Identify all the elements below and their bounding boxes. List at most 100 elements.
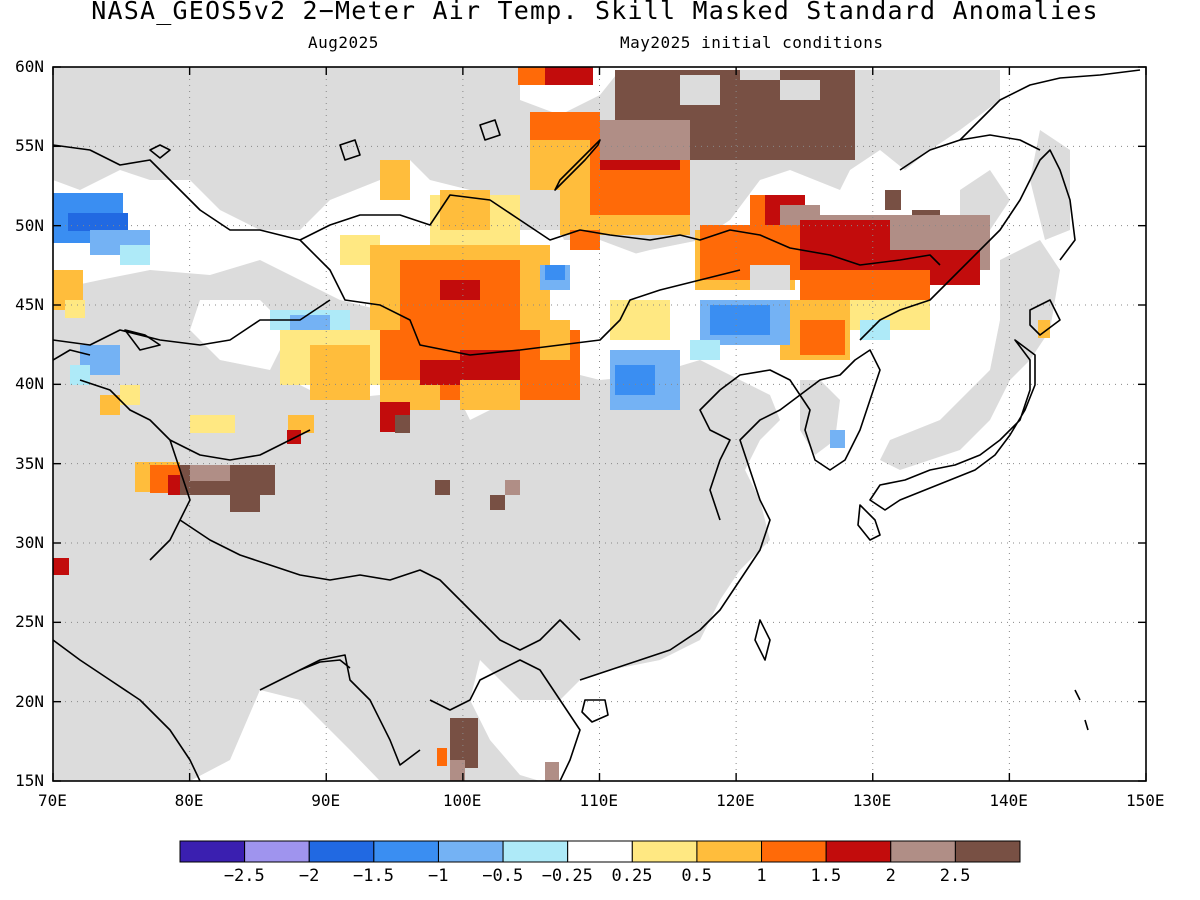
coastline: [869, 339, 1036, 511]
anomaly-cell: [230, 495, 260, 512]
anomaly-cell: [290, 315, 330, 330]
anomaly-cell: [690, 340, 720, 360]
coastline: [339, 139, 361, 161]
anomaly-cell: [190, 415, 235, 433]
coastline: [799, 349, 881, 471]
colorbar-tick-label: 2: [885, 866, 896, 886]
axis-ticks: [52, 66, 1147, 782]
lat-tick-label: 25N: [15, 612, 44, 632]
lon-tick-label: 80E: [174, 791, 204, 810]
anomaly-cell: [680, 75, 720, 105]
lat-tick-label: 30N: [15, 533, 44, 552]
coastline: [53, 639, 201, 781]
colorbar-swatch: [761, 840, 827, 863]
anomaly-cells: [53, 67, 1050, 781]
colorbar-swatch: [437, 840, 504, 863]
anomaly-cell: [450, 718, 478, 768]
border-line: [169, 429, 311, 461]
anomaly-cell: [120, 385, 140, 405]
anomaly-cell: [288, 415, 314, 433]
lat-tick-label: 35N: [15, 453, 44, 473]
neutral-anomaly-region: [190, 300, 290, 370]
anomaly-cell: [505, 480, 520, 495]
map-plot-area: [53, 67, 1146, 781]
coastline: [1074, 689, 1089, 731]
anomaly-cell: [190, 465, 230, 481]
coastline: [299, 659, 351, 671]
coastline: [479, 119, 501, 141]
colorbar-tick-label: 0.5: [681, 866, 713, 886]
anomaly-cell: [540, 320, 570, 360]
colorbar-tick-label: 0.25: [611, 866, 653, 886]
lat-tick-label: 45N: [15, 295, 44, 314]
colorbar-swatch: [373, 840, 439, 863]
anomaly-cell: [780, 80, 820, 100]
anomaly-cell: [600, 120, 690, 160]
figure-title: NASA_GEOS5v2 2−Meter Air Temp. Skill Mas…: [91, 0, 1099, 25]
coastline: [859, 149, 1076, 341]
anomaly-cell: [615, 365, 655, 395]
lon-tick-label: 130E: [852, 791, 892, 810]
masked-land-region: [880, 240, 1060, 470]
anomaly-cell: [830, 430, 845, 448]
colorbar-tick-label: −2.5: [223, 866, 265, 886]
colorbar-tick-label: 2.5: [939, 866, 971, 886]
anomaly-cell: [395, 415, 410, 433]
border-line: [179, 519, 461, 601]
colorbar-swatch: [696, 840, 763, 863]
colorbar-swatch: [567, 840, 633, 863]
anomaly-cell: [420, 360, 460, 385]
masked-land-region: [53, 260, 780, 781]
anomaly-cell: [450, 760, 465, 781]
colorbar-swatch: [631, 840, 698, 863]
initial-conditions: May2025 initial conditions: [620, 33, 884, 52]
colorbar: [179, 840, 1021, 863]
colorbar-swatch: [308, 840, 375, 863]
gridlines: [53, 67, 1146, 781]
anomaly-cell: [545, 762, 559, 781]
anomaly-cell: [460, 350, 520, 385]
lon-tick-label: 70E: [38, 791, 67, 810]
anomaly-cell: [750, 265, 790, 290]
border-line: [459, 599, 581, 651]
lat-tick-label: 15N: [15, 771, 44, 790]
coastline: [149, 144, 171, 159]
lon-tick-label: 120E: [716, 791, 755, 810]
anomaly-cell: [440, 280, 480, 300]
masked-land-region: [560, 560, 700, 650]
coastline: [581, 699, 609, 723]
colorbar-swatch: [502, 840, 569, 863]
colorbar-swatch: [890, 840, 956, 863]
colorbar-tick-label: −1.5: [353, 866, 394, 886]
anomaly-cell: [380, 160, 410, 200]
colorbar-tick-label: −0.25: [541, 866, 593, 886]
coastline: [53, 349, 91, 361]
lon-tick-label: 90E: [311, 791, 341, 810]
border-line: [299, 239, 741, 356]
anomaly-cell: [65, 300, 85, 318]
anomaly-cell: [530, 140, 600, 190]
coastline: [857, 504, 881, 541]
lat-tick-label: 40N: [15, 374, 44, 394]
lon-tick-label: 110E: [579, 791, 619, 810]
coastlines-and-borders: [53, 69, 1141, 781]
coastline: [124, 329, 161, 351]
coastline: [554, 139, 601, 191]
anomaly-cell: [120, 245, 150, 265]
anomaly-cell: [710, 305, 770, 335]
neutral-anomaly-region: [540, 240, 720, 300]
border-line: [53, 144, 941, 266]
colorbar-tick-label: −2: [298, 866, 320, 886]
anomaly-cell: [545, 265, 565, 280]
anomaly-cell: [287, 430, 301, 444]
anomaly-cell: [437, 748, 447, 766]
colorbar-swatch: [179, 840, 246, 863]
anomaly-cell: [100, 395, 120, 415]
anomaly-cell: [310, 345, 370, 400]
anomaly-cell: [68, 213, 128, 231]
colorbar-swatch: [954, 840, 1021, 863]
anomaly-cell: [70, 365, 90, 385]
colorbar-tick-label: −0.5: [482, 866, 524, 886]
target-month: Aug2025: [308, 33, 379, 52]
